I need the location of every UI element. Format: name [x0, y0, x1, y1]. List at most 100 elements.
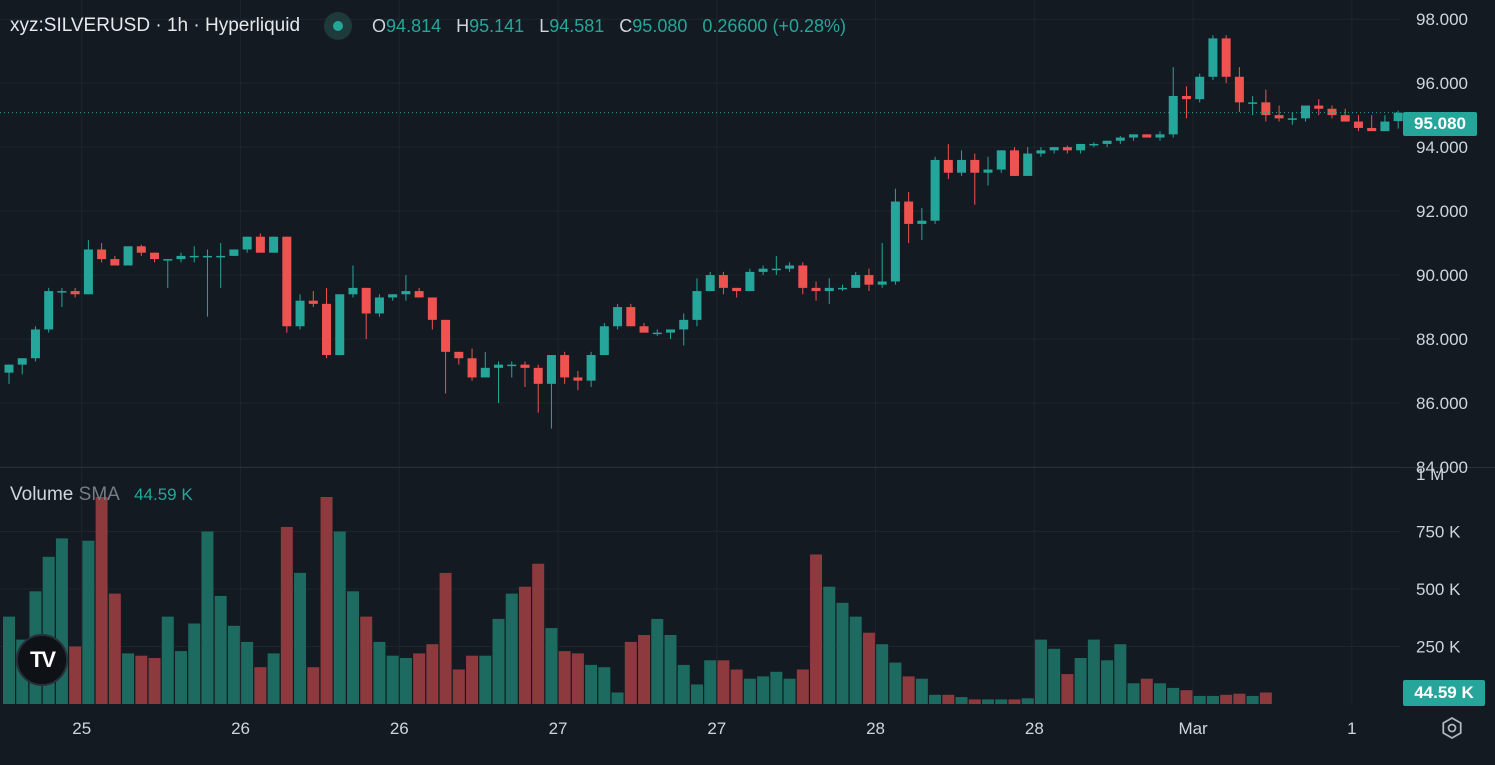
volume-bar [161, 616, 174, 704]
price-tick-label: 92.000 [1416, 202, 1468, 221]
candle [652, 329, 662, 336]
candle [1287, 111, 1297, 125]
candle [1195, 73, 1205, 103]
low-value: 94.581 [549, 15, 605, 36]
time-tick-label: 26 [390, 719, 409, 738]
volume-bar [479, 655, 492, 704]
time-tick-label: 25 [72, 719, 91, 738]
symbol-title[interactable]: xyz:SILVERUSD · 1h · Hyperliquid [10, 15, 301, 36]
volume-bar [1167, 687, 1180, 704]
candle [983, 156, 993, 186]
candle-body [308, 300, 318, 304]
volume-bar [294, 572, 307, 704]
candle [811, 281, 821, 301]
candle-body [454, 351, 464, 359]
volume-label[interactable]: Volume [10, 484, 74, 505]
candle-body [520, 364, 530, 368]
candle [1261, 89, 1271, 122]
candle [1327, 105, 1337, 119]
candle [943, 143, 953, 180]
candle-body [930, 159, 940, 221]
candle [1036, 147, 1046, 157]
candle [189, 246, 199, 263]
candle-body [1195, 76, 1205, 100]
volume-bar [1074, 658, 1087, 704]
candle-body [335, 294, 345, 356]
price-tick-label: 96.000 [1416, 74, 1468, 93]
candle-body [1234, 76, 1244, 103]
volume-bar [810, 554, 823, 704]
volume-bar [558, 651, 571, 704]
price-axis[interactable]: 98.000 96.000 94.000 92.000 90.000 88.000 86.0… [1416, 10, 1468, 477]
gear-icon[interactable] [1440, 716, 1464, 740]
time-axis[interactable]: 25 26 26 27 27 28 28 Mar 1 [72, 719, 1356, 738]
candle [626, 303, 636, 327]
candle-body [1076, 143, 1086, 151]
candle [1062, 145, 1072, 154]
volume-bar [532, 563, 545, 704]
volume-bar [889, 662, 902, 704]
volume-bar [624, 641, 637, 704]
high-value: 95.141 [469, 15, 525, 36]
volume-bar [704, 660, 717, 704]
volume-bar [995, 699, 1008, 704]
candle-body [943, 159, 953, 173]
candle [1301, 105, 1311, 122]
candle-body [1129, 134, 1139, 138]
candle [732, 287, 742, 298]
candle-body [546, 355, 556, 384]
volume-axis[interactable]: 1 M 750 K 500 K 250 K [1416, 465, 1461, 657]
volume-bar [1114, 644, 1127, 704]
volume-bar [968, 699, 981, 704]
candle [255, 233, 265, 253]
candle-body [176, 255, 186, 260]
candle [533, 364, 543, 413]
time-tick-label: 27 [707, 719, 726, 738]
candle [1274, 105, 1284, 122]
tradingview-logo[interactable]: TV [16, 634, 68, 686]
candle [335, 294, 345, 356]
candle-body [1049, 147, 1059, 151]
candle [864, 268, 874, 292]
candle [957, 150, 967, 176]
candle [546, 355, 556, 429]
candle-body [586, 355, 596, 381]
candle-body [507, 364, 517, 367]
last-volume-tag: 44.59 K [1403, 680, 1485, 706]
volume-bar [227, 625, 240, 704]
candle [599, 323, 609, 356]
candle-body [1340, 115, 1350, 122]
candle-body [44, 291, 54, 330]
price-tick-label: 90.000 [1416, 266, 1468, 285]
market-status-icon[interactable] [324, 12, 353, 40]
candle [1248, 95, 1258, 116]
volume-bar [743, 678, 756, 704]
candle [705, 271, 715, 292]
candle-body [269, 236, 279, 253]
volume-bar [373, 641, 386, 704]
candle [877, 243, 887, 288]
volume-bar [982, 699, 995, 704]
candle-body [599, 326, 609, 356]
candle-body [771, 268, 781, 271]
candle-body [282, 236, 292, 327]
volume-tick-label: 250 K [1416, 638, 1461, 657]
volume-bar [214, 595, 227, 704]
candle-body [904, 201, 914, 224]
volume-bar [69, 646, 82, 704]
volume-bar [188, 623, 201, 704]
volume-bar [902, 676, 915, 704]
candle-body [163, 259, 173, 261]
volume-bar [1101, 660, 1114, 704]
volume-bar [651, 618, 664, 704]
candle-body [851, 275, 861, 288]
candle-body [1367, 127, 1377, 132]
candle [1221, 35, 1231, 84]
candle [586, 351, 596, 388]
candle [771, 255, 781, 276]
candle-body [1115, 137, 1125, 141]
candle-body [427, 297, 437, 320]
candle-body [348, 287, 358, 295]
price-tick-label: 86.000 [1416, 394, 1468, 413]
